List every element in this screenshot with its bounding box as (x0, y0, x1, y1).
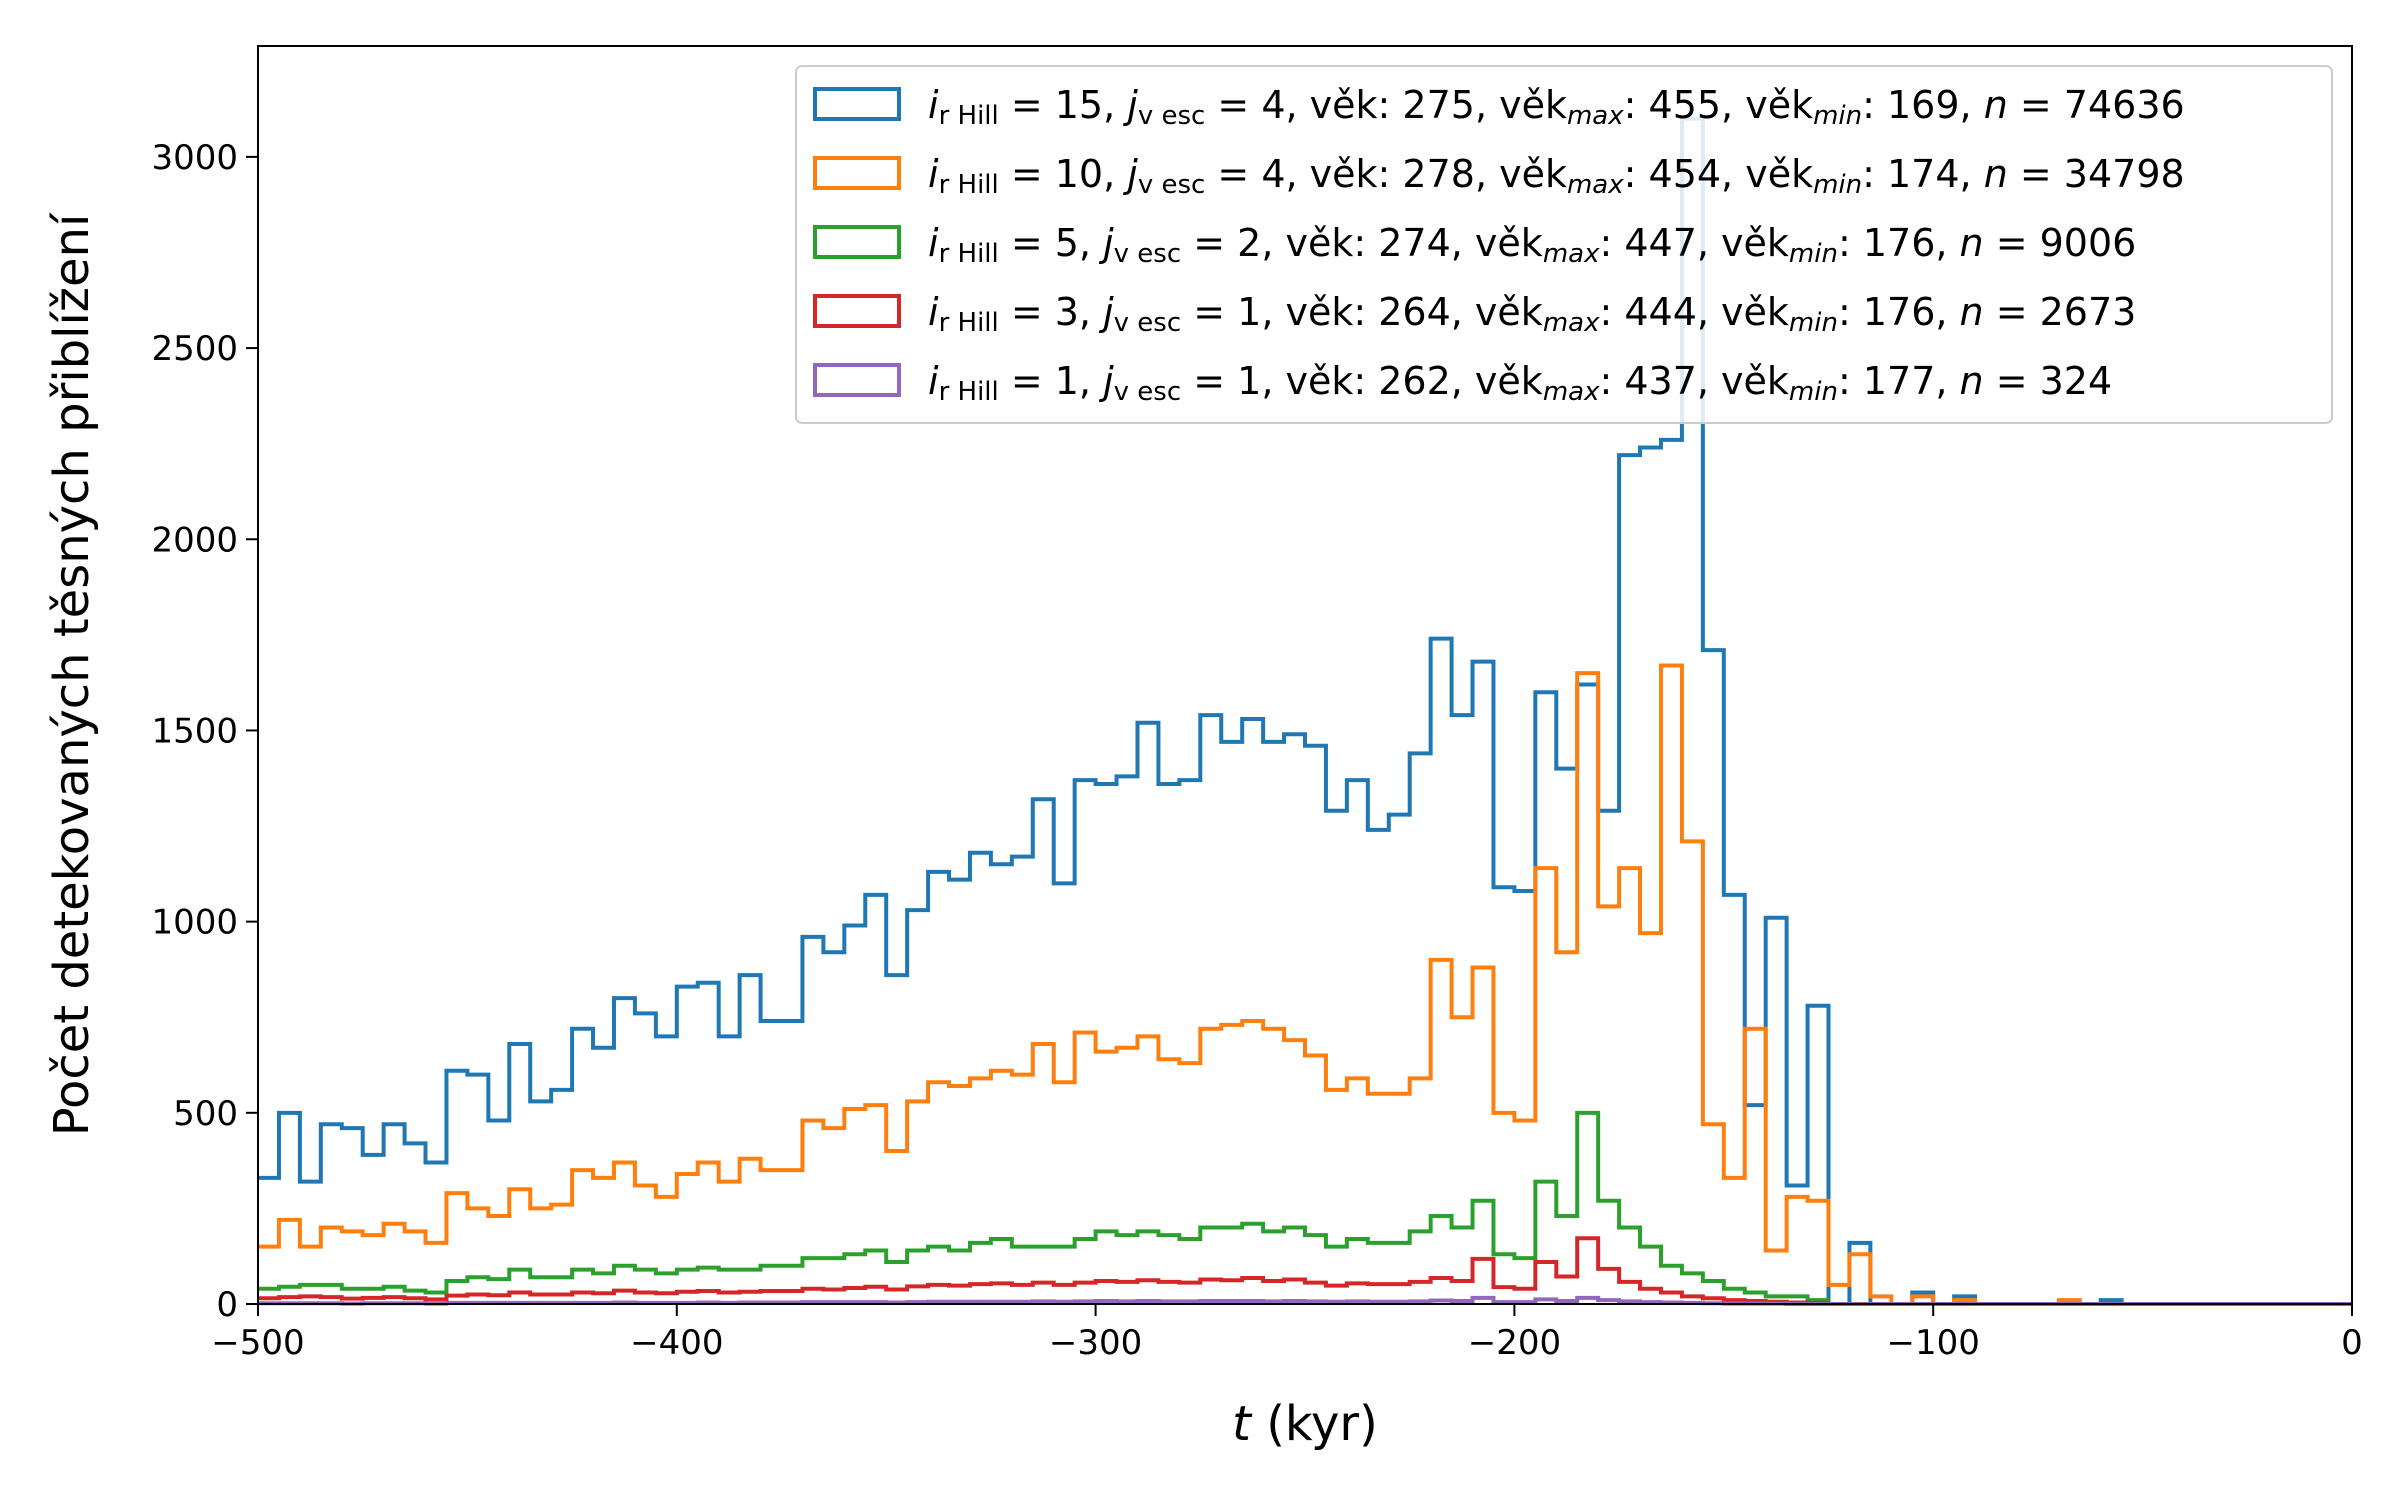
legend-label: ir Hill = 10, jv esc = 4, věk: 278, věkm… (928, 152, 2185, 200)
legend-subscript: r Hill (939, 377, 999, 407)
legend-subscript: v esc (1138, 170, 1206, 200)
series-2-step (258, 663, 2352, 1306)
legend-subscript: v esc (1114, 308, 1182, 338)
legend-label: ir Hill = 5, jv esc = 2, věk: 274, věkma… (928, 221, 2136, 269)
legend-text-part: : 176, (1838, 221, 1960, 265)
legend-text-part: n (1960, 290, 1984, 334)
legend-text-part: = 4, věk: 278, věk (1205, 152, 1567, 196)
legend-text-part: : 447, věk (1599, 221, 1788, 265)
legend-subscript: r Hill (939, 239, 999, 269)
legend-text-part: = 2673 (1984, 290, 2137, 334)
legend-subscript: max (1543, 239, 1600, 269)
y-axis: 0 500 1000 1500 2000 2500 3000 (151, 138, 258, 1325)
series-3-step (258, 1110, 2352, 1306)
y-tick-label: 500 (173, 1094, 238, 1134)
legend-text-part: i (928, 290, 939, 334)
legend-text-part: i (928, 359, 939, 403)
y-tick-label: 3000 (151, 138, 238, 178)
legend-subscript: min (1813, 101, 1862, 131)
y-tick-label: 2500 (151, 329, 238, 369)
legend-subscript: r Hill (939, 170, 999, 200)
legend-subscript: min (1789, 308, 1838, 338)
legend-swatch (813, 225, 901, 259)
legend-text-part: : 174, (1862, 152, 1984, 196)
y-tick-label: 1000 (151, 903, 238, 943)
legend-text-part: = 2, věk: 274, věk (1181, 221, 1543, 265)
legend-label: ir Hill = 1, jv esc = 1, věk: 262, věkma… (928, 359, 2112, 407)
legend: ir Hill = 15, jv esc = 4, věk: 275, věkm… (795, 65, 2333, 424)
x-axis-label-var: t (1232, 1396, 1253, 1452)
legend-text-part: = 34798 (2008, 152, 2185, 196)
x-axis-label: t (kyr) (1232, 1396, 1378, 1452)
legend-label: ir Hill = 15, jv esc = 4, věk: 275, věkm… (928, 83, 2185, 131)
legend-text-part: = 324 (1984, 359, 2113, 403)
legend-text-part: : 177, (1838, 359, 1960, 403)
legend-text-part: = 1, (999, 359, 1103, 403)
legend-text-part: = 5, (999, 221, 1103, 265)
x-tick-label: −500 (211, 1323, 304, 1363)
legend-subscript: v esc (1138, 101, 1206, 131)
legend-text-part: i (928, 83, 939, 127)
legend-text-part: : 454, věk (1624, 152, 1813, 196)
legend-subscript: v esc (1114, 377, 1182, 407)
x-tick-label: −300 (1049, 1323, 1142, 1363)
legend-entry-2: ir Hill = 10, jv esc = 4, věk: 278, věkm… (813, 152, 2185, 200)
legend-subscript: min (1789, 377, 1838, 407)
legend-text-part: : 437, věk (1599, 359, 1788, 403)
legend-subscript: max (1567, 170, 1624, 200)
legend-text-part: i (928, 221, 939, 265)
legend-text-part: : 176, (1838, 290, 1960, 334)
legend-text-part: n (1960, 221, 1984, 265)
legend-box (795, 65, 2333, 424)
legend-text-part: = 10, (999, 152, 1128, 196)
legend-text-part: = 15, (999, 83, 1128, 127)
plot-frame (257, 45, 2353, 1305)
legend-entry-3: ir Hill = 5, jv esc = 2, věk: 274, věkma… (813, 221, 2136, 269)
y-axis-label: Počet detekovaných těsných přiblížení (44, 212, 100, 1136)
legend-text-part: = 9006 (1984, 221, 2137, 265)
legend-subscript: max (1543, 377, 1600, 407)
legend-text-part: : 444, věk (1599, 290, 1788, 334)
legend-subscript: max (1567, 101, 1624, 131)
legend-swatch (813, 156, 901, 190)
legend-subscript: r Hill (939, 308, 999, 338)
legend-swatch (813, 87, 901, 121)
legend-subscript: max (1543, 308, 1600, 338)
series-layer (258, 116, 2352, 1306)
legend-subscript: min (1789, 239, 1838, 269)
x-tick-label: −100 (1887, 1323, 1980, 1363)
legend-label: ir Hill = 3, jv esc = 1, věk: 264, věkma… (928, 290, 2136, 338)
y-tick-label: 2000 (151, 520, 238, 560)
y-tick-label: 1500 (151, 711, 238, 751)
legend-subscript: min (1813, 170, 1862, 200)
x-tick-label: −400 (630, 1323, 723, 1363)
legend-entry-1: ir Hill = 15, jv esc = 4, věk: 275, věkm… (813, 83, 2185, 131)
legend-text-part: i (928, 152, 939, 196)
legend-text-part: n (1984, 152, 2008, 196)
x-tick-label: 0 (2341, 1323, 2363, 1363)
legend-text-part: = 4, věk: 275, věk (1205, 83, 1567, 127)
legend-swatch (813, 294, 901, 328)
legend-subscript: v esc (1114, 239, 1182, 269)
legend-entry-4: ir Hill = 3, jv esc = 1, věk: 264, věkma… (813, 290, 2136, 338)
legend-text-part: = 74636 (2008, 83, 2185, 127)
x-tick-label: −200 (1468, 1323, 1561, 1363)
legend-text-part: n (1960, 359, 1984, 403)
legend-subscript: r Hill (939, 101, 999, 131)
x-axis: −500 −400 −300 −200 −100 0 (211, 1304, 2363, 1363)
x-axis-label-unit: (kyr) (1251, 1396, 1378, 1452)
legend-text-part: : 169, (1862, 83, 1984, 127)
legend-text-part: = 3, (999, 290, 1103, 334)
legend-entry-5: ir Hill = 1, jv esc = 1, věk: 262, věkma… (813, 359, 2112, 407)
legend-text-part: = 1, věk: 264, věk (1181, 290, 1543, 334)
legend-swatch (813, 363, 901, 397)
series-1-step (258, 116, 2352, 1306)
y-tick-label: 0 (216, 1285, 238, 1325)
legend-text-part: = 1, věk: 262, věk (1181, 359, 1543, 403)
legend-text-part: : 455, věk (1624, 83, 1813, 127)
legend-text-part: n (1984, 83, 2008, 127)
